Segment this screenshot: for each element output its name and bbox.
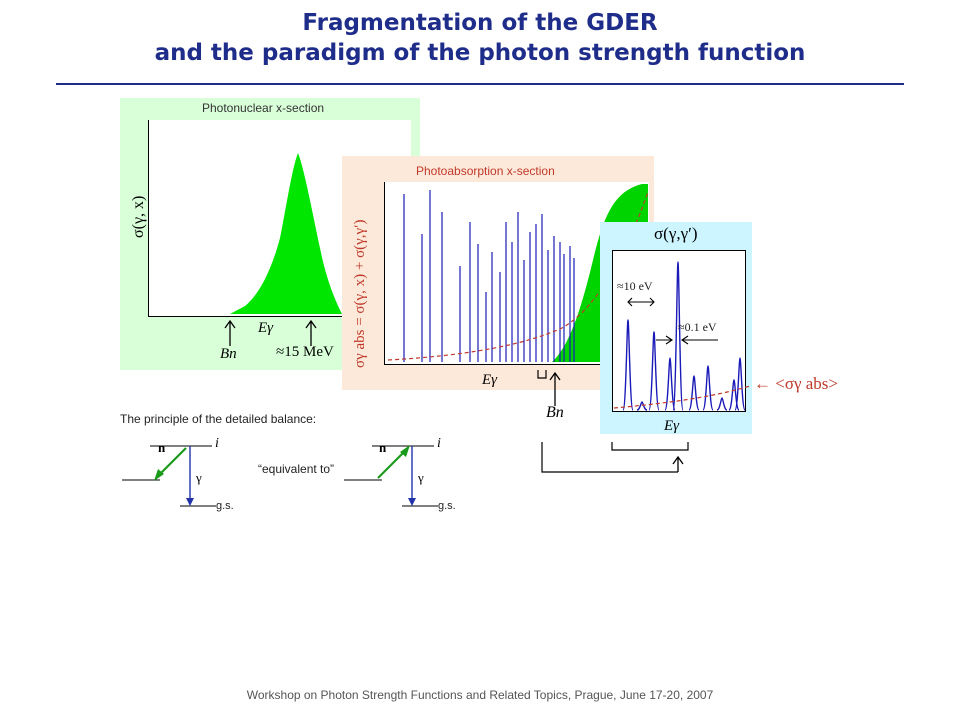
resonance-peaks <box>613 261 751 411</box>
balance-left-n: n <box>158 440 166 455</box>
connector-bracket <box>541 442 689 473</box>
slide-title-line1: Fragmentation of the GDER <box>302 10 658 36</box>
elastic-egamma-label: Eγ <box>664 418 680 434</box>
elastic-scattering-panel: σ(γ,γ′) ≈10 eV ≈0.1 eV Eγ <box>600 222 752 434</box>
balance-right-gamma: γ <box>418 470 424 485</box>
balance-left-i: i <box>215 436 219 451</box>
balance-diagram-right <box>344 445 438 507</box>
resonance-peak <box>648 331 660 411</box>
resonance-peak <box>664 357 676 411</box>
balance-right-gs: g.s. <box>438 500 456 512</box>
resonance-peak <box>716 397 728 411</box>
photonuclear-ylabel: σ(γ, x) <box>130 195 147 238</box>
resonance-peak <box>734 357 746 411</box>
bn-bracket-arrow <box>537 370 561 406</box>
detailed-balance-caption: The principle of the detailed balance: <box>120 412 317 426</box>
title-divider <box>56 83 904 85</box>
width-arrows <box>656 335 718 345</box>
photonuclear-energy-label: ≈15 MeV <box>276 344 334 360</box>
spacing-label: ≈10 eV <box>617 279 653 293</box>
energy-arrow <box>305 319 317 346</box>
resonance-peak <box>672 261 684 411</box>
balance-left-gamma: γ <box>196 470 202 485</box>
footer-text: Workshop on Photon Strength Functions an… <box>246 688 714 702</box>
slide-title-line2: and the paradigm of the photon strength … <box>154 40 806 66</box>
balance-left-gs: g.s. <box>216 500 234 512</box>
photoabsorption-ylabel: σγ abs = σ(γ, x) + σ(γ,γ′) <box>352 219 368 368</box>
balance-diagram-left <box>122 445 216 507</box>
photoabsorption-egamma-label: Eγ <box>482 372 498 388</box>
elastic-scattering-title: σ(γ,γ′) <box>654 224 698 243</box>
resonance-peak <box>622 319 634 411</box>
resonance-peak <box>636 401 648 411</box>
balance-right-n: n <box>379 440 387 455</box>
photonuclear-resonance-curve <box>230 153 342 314</box>
photonuclear-title: Photonuclear x-section <box>202 101 325 115</box>
bn-arrow <box>224 319 236 346</box>
photoabsorption-title: Photoabsorption x-section <box>416 164 555 178</box>
equivalent-to-label: “equivalent to” <box>258 462 335 476</box>
spacing-arrow <box>627 297 655 307</box>
photonuclear-bn-label: Bn <box>220 346 237 362</box>
average-level-curve <box>613 385 751 409</box>
resonance-peak <box>688 375 700 411</box>
width-label: ≈0.1 eV <box>678 320 717 334</box>
average-absorption-label: ← <σγ abs> <box>754 374 839 393</box>
balance-right-i: i <box>437 436 441 451</box>
photonuclear-egamma-label: Eγ <box>258 320 274 336</box>
bn-label: Bn <box>546 404 564 421</box>
resonance-peak <box>702 365 714 411</box>
